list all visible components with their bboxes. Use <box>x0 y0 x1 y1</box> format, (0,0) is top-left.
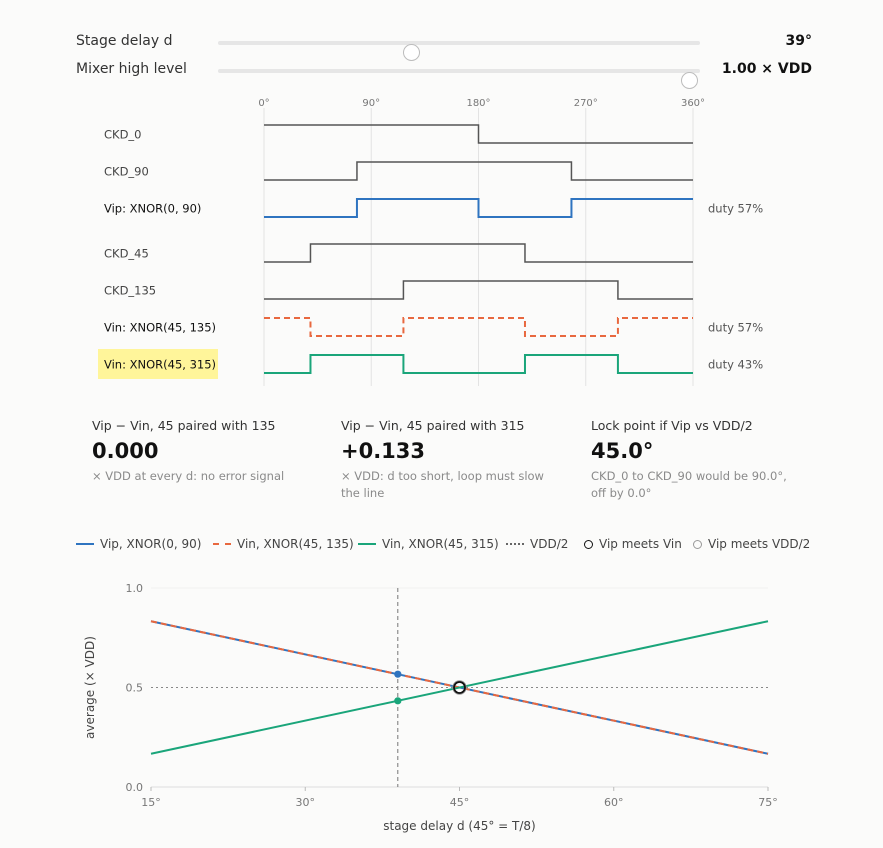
timing-row-label: Vin: XNOR(45, 315) <box>104 358 216 372</box>
legend-vin-135-label: Vin, XNOR(45, 135) <box>237 537 354 551</box>
series-line-1 <box>150 620 769 755</box>
timing-tick-label: 90° <box>362 98 380 109</box>
x-tick-label: 30° <box>296 796 316 809</box>
x-tick-label: 60° <box>604 796 624 809</box>
y-tick-label: 0.5 <box>126 682 144 695</box>
legend-vdd-half: VDD/2 <box>506 535 568 553</box>
ring-light-icon <box>693 539 702 549</box>
stage-delay-label: Stage delay d <box>76 33 173 49</box>
stat-pair-315-value: +0.133 <box>341 439 426 463</box>
legend-vip-label: Vip, XNOR(0, 90) <box>100 537 202 551</box>
waveform-clock <box>264 161 693 181</box>
y-tick-label: 1.0 <box>126 582 144 595</box>
y-axis-label: average (× VDD) <box>83 636 97 739</box>
timing-tick-label: 180° <box>466 98 490 109</box>
stat-pair-135-note: × VDD at every d: no error signal <box>92 469 285 483</box>
series-line-0 <box>150 620 769 755</box>
legend-vip: Vip, XNOR(0, 90) <box>76 535 201 553</box>
legend-vin-315: Vin, XNOR(45, 315) <box>358 535 499 553</box>
timing-row-label: CKD_45 <box>104 247 149 261</box>
legend-vin-135: Vin, XNOR(45, 135) <box>213 535 354 553</box>
x-tick-label: 15° <box>141 796 161 809</box>
mixer-high-control: Mixer high level 1.00 × VDD <box>76 58 816 89</box>
stage-delay-slider-thumb[interactable] <box>402 44 420 61</box>
waveform-clock <box>264 124 693 144</box>
stat-lock-point: Lock point if Vip vs VDD/2 45.0° CKD_0 t… <box>591 418 801 502</box>
legend-vdd-half-swatch <box>506 543 524 545</box>
timing-tick-label: 360° <box>681 98 705 109</box>
stat-lock-point-label: Lock point if Vip vs VDD/2 <box>591 418 753 433</box>
waveform-clock <box>264 280 693 300</box>
timing-row-label: Vip: XNOR(0, 90) <box>104 202 201 216</box>
legend-vin-315-label: Vin, XNOR(45, 315) <box>382 537 499 551</box>
current-point <box>394 697 402 705</box>
timing-tick-label: 0° <box>258 98 269 109</box>
stat-pair-315: Vip − Vin, 45 paired with 315 +0.133 × V… <box>341 418 551 502</box>
legend-vin-135-swatch <box>213 543 231 545</box>
timing-row-label: CKD_135 <box>104 284 156 298</box>
mixer-high-value: 1.00 × VDD <box>721 61 812 77</box>
legend-vip-meets-vin-label: Vip meets Vin <box>599 537 682 551</box>
legend-vin-315-swatch <box>358 543 376 545</box>
legend-vip-meets-vdd-half: Vip meets VDD/2 <box>693 535 810 553</box>
legend-vdd-half-label: VDD/2 <box>530 537 569 551</box>
mixer-high-label: Mixer high level <box>76 61 187 77</box>
x-tick-label: 45° <box>450 796 470 809</box>
stat-lock-point-note: CKD_0 to CKD_90 would be 90.0°, off by 0… <box>591 469 787 500</box>
waveform-clock <box>264 243 693 263</box>
y-tick-label: 0.0 <box>126 781 144 794</box>
row-highlight <box>98 349 218 379</box>
stage-delay-value: 39° <box>785 33 812 49</box>
stat-pair-315-note: × VDD: d too short, loop must slow the l… <box>341 469 544 500</box>
mixer-high-slider-track[interactable] <box>218 69 700 89</box>
stat-pair-135-label: Vip − Vin, 45 paired with 135 <box>92 418 276 433</box>
vip-meets-vdd-half-marker <box>452 680 467 695</box>
stage-delay-control: Stage delay d 39° <box>76 30 816 61</box>
duty-label: duty 43% <box>708 358 763 372</box>
legend-vip-meets-vin: Vip meets Vin <box>584 535 682 553</box>
mixer-high-slider-thumb[interactable] <box>681 72 699 89</box>
x-tick-label: 75° <box>758 796 778 809</box>
vip-meets-vin-marker <box>453 681 466 694</box>
x-axis-label: stage delay d (45° = T/8) <box>383 819 535 833</box>
timing-row-label: CKD_90 <box>104 165 149 179</box>
stat-pair-315-label: Vip − Vin, 45 paired with 315 <box>341 418 525 433</box>
stat-pair-135: Vip − Vin, 45 paired with 135 0.000 × VD… <box>92 418 317 485</box>
stat-pair-135-value: 0.000 <box>92 439 159 463</box>
ring-dark-icon <box>584 539 593 549</box>
legend-vip-swatch <box>76 543 94 545</box>
legend-vip-meets-vdd-half-label: Vip meets VDD/2 <box>708 537 811 551</box>
timing-tick-label: 270° <box>574 98 598 109</box>
timing-row-label: Vin: XNOR(45, 135) <box>104 321 216 335</box>
timing-row-label: CKD_0 <box>104 128 142 142</box>
waveform-vin_135 <box>264 317 693 337</box>
current-point <box>394 670 402 678</box>
duty-label: duty 57% <box>708 202 763 216</box>
duty-label: duty 57% <box>708 321 763 335</box>
stat-lock-point-value: 45.0° <box>591 439 654 463</box>
stage-delay-slider-track[interactable] <box>218 41 700 61</box>
waveform-vin_315 <box>264 354 693 374</box>
series-line-2 <box>150 620 769 755</box>
timing-diagram: 0° 90° 180° 270° 360° CKD_0 CKD_90 Vip: XNOR(0,… <box>98 98 763 386</box>
waveform-vip <box>264 198 693 218</box>
